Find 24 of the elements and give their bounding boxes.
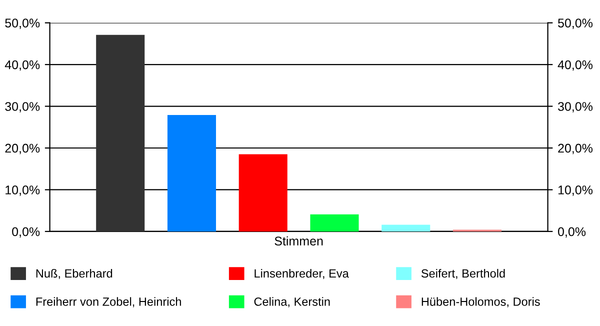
bar [96,34,145,232]
legend-label: Hüben-Holomos, Doris [422,297,540,308]
legend-label: Freiherr von Zobel, Heinrich [36,297,181,308]
text: 10,0% [558,186,593,196]
text: 20,0% [558,144,593,154]
legend-label: Celina, Kerstin [254,297,330,308]
legend-label: Linsenbreder, Eva [254,268,349,280]
y-tick-label: 20,0% [5,144,40,154]
text: 30,0% [558,102,593,112]
legend-label: Seifert, Berthold [421,268,505,280]
y-tick-label: 10,0% [6,186,40,196]
y-tick-label: 50,0% [5,18,40,29]
text: 40,0% [558,60,593,71]
y-tick-label: 0,0% [12,227,40,238]
bar [167,115,216,232]
legend-label: Nuß, Eberhard [36,268,112,280]
x-tick-label: Stimmen [274,236,323,246]
y-tick-label: 30,0% [5,102,40,112]
text: 0,0% [558,227,586,238]
bar [310,214,359,232]
bar [382,224,430,232]
y-tick-label: 40,0% [4,60,40,71]
bar [238,154,288,232]
text: 50,0% [558,18,593,29]
